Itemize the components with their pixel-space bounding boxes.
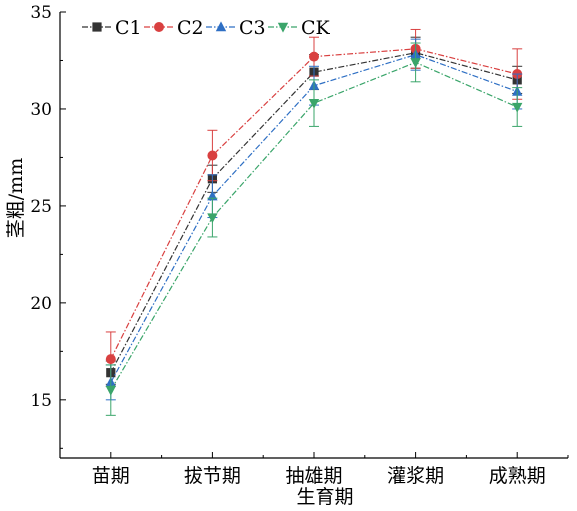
x-tick-label: 苗期	[92, 465, 130, 487]
y-tick-label: 30	[30, 100, 52, 120]
data-point	[207, 150, 218, 161]
y-tick-label: 35	[30, 3, 52, 23]
y-axis-label: 茎粗/mm	[5, 158, 27, 238]
series-ck	[105, 42, 523, 416]
x-axis-label: 生育期	[296, 486, 353, 508]
legend-label: CK	[301, 17, 331, 39]
legend-label: C2	[177, 17, 204, 39]
axes: 15 20 25 30 35 苗期 拔节期 抽雄期 灌浆期 成熟期	[30, 3, 569, 487]
legend-item-ck: CK	[268, 17, 331, 39]
data-point	[105, 385, 116, 396]
x-tick-label: 灌浆期	[387, 465, 444, 487]
x-tick-label: 成熟期	[489, 465, 546, 487]
legend: C1 C2 C3 CK	[82, 17, 331, 39]
legend-label: C3	[239, 17, 266, 39]
x-tick-label: 抽雄期	[285, 465, 342, 487]
data-point	[207, 213, 218, 224]
data-point	[309, 51, 319, 62]
legend-marker	[154, 22, 164, 32]
legend-marker	[277, 22, 289, 33]
legend-item-c1: C1	[82, 17, 142, 39]
legend-marker	[92, 22, 102, 32]
y-tick-label: 15	[30, 391, 52, 411]
legend-item-c3: C3	[206, 17, 266, 39]
data-point	[105, 354, 116, 365]
legend-marker	[215, 21, 227, 32]
series-layer	[105, 28, 523, 416]
y-tick-label: 20	[30, 294, 52, 314]
x-tick-label: 拔节期	[184, 465, 241, 487]
data-point	[308, 98, 320, 109]
data-point	[512, 102, 523, 113]
legend-label: C1	[115, 17, 142, 39]
data-point	[410, 58, 421, 69]
y-tick-label: 25	[30, 197, 52, 217]
legend-item-c2: C2	[144, 17, 204, 39]
